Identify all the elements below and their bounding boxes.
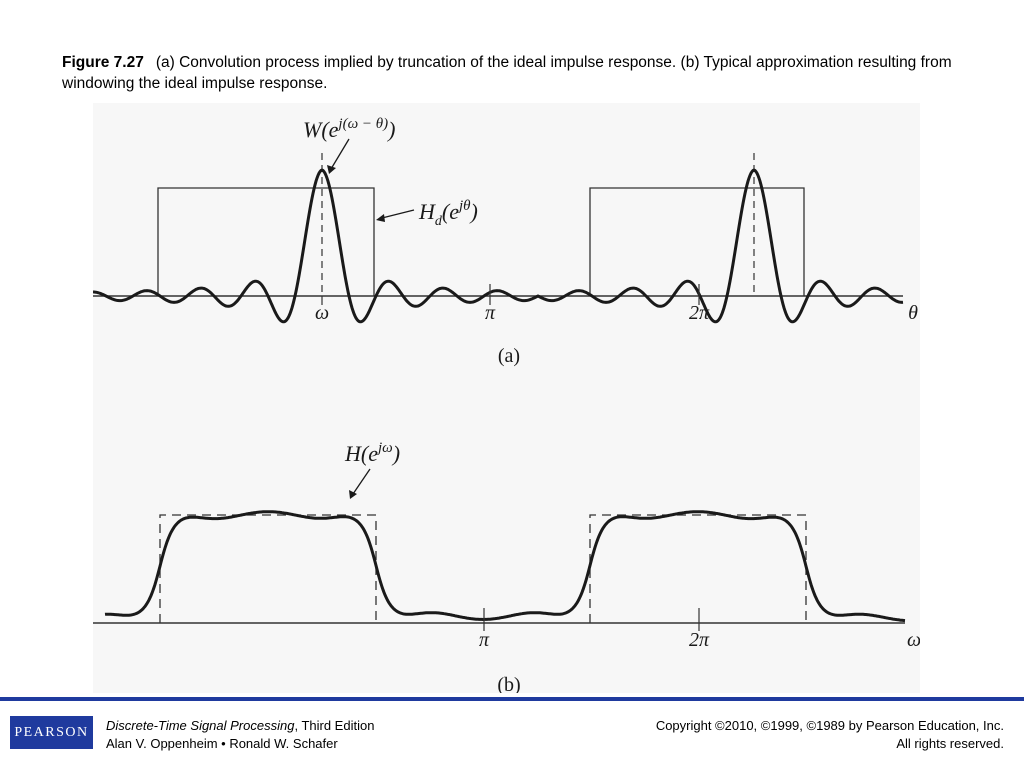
pearson-logo: PEARSON	[10, 716, 93, 749]
h-label: H(ejω)	[344, 440, 400, 466]
tick-label-pi: π	[485, 302, 496, 324]
h-curve	[104, 510, 906, 623]
axis-label-omega: ω	[907, 629, 920, 651]
ideal-response-2	[589, 514, 807, 623]
copyright-block: Copyright ©2010, ©1999, ©1989 by Pearson…	[656, 717, 1004, 753]
book-edition: , Third Edition	[294, 718, 375, 733]
h-arrow-head	[349, 490, 357, 499]
hd-label: Hd(ejθ)	[418, 198, 478, 229]
panel-b: H(ejω) π 2π ω (b)	[93, 440, 920, 693]
tick-label-2pi: 2π	[689, 302, 710, 324]
tick-label-2pi-b: 2π	[689, 629, 710, 651]
tick-label-omega: ω	[315, 302, 329, 324]
rights-text: All rights reserved.	[896, 736, 1004, 751]
book-title: Discrete-Time Signal Processing	[106, 718, 295, 733]
footer-rule	[0, 697, 1024, 701]
h-arrow	[352, 468, 371, 495]
panel-a: W(ej(ω − θ)) Hd(ejθ) ω π 2π θ (a)	[93, 116, 918, 367]
figure-label: Figure 7.27	[62, 54, 144, 71]
figure-panel: W(ej(ω − θ)) Hd(ejθ) ω π 2π θ (a) H(ejω)…	[93, 103, 920, 693]
ideal-response-1	[159, 514, 377, 623]
hd-arrow	[381, 209, 415, 219]
copyright-text: Copyright ©2010, ©1999, ©1989 by Pearson…	[655, 718, 1004, 733]
hd-rect-1	[157, 187, 375, 296]
panel-b-label: (b)	[497, 674, 520, 693]
w-curve	[93, 168, 904, 324]
panel-a-label: (a)	[498, 345, 520, 367]
tick-label-pi-b: π	[479, 629, 490, 651]
hd-arrow-head	[376, 214, 385, 222]
figure-caption: Figure 7.27 (a) Convolution process impli…	[62, 52, 962, 94]
book-info: Discrete-Time Signal Processing, Third E…	[106, 717, 374, 753]
w-arrow-head	[327, 165, 336, 174]
hd-rect-2	[589, 187, 805, 296]
book-authors: Alan V. Oppenheim • Ronald W. Schafer	[106, 736, 338, 751]
w-label: W(ej(ω − θ))	[303, 116, 396, 142]
figure-svg: W(ej(ω − θ)) Hd(ejθ) ω π 2π θ (a) H(ejω)…	[93, 116, 920, 693]
w-arrow	[330, 138, 350, 170]
axis-label-theta: θ	[908, 302, 918, 324]
caption-text: (a) Convolution process implied by trunc…	[62, 54, 952, 92]
